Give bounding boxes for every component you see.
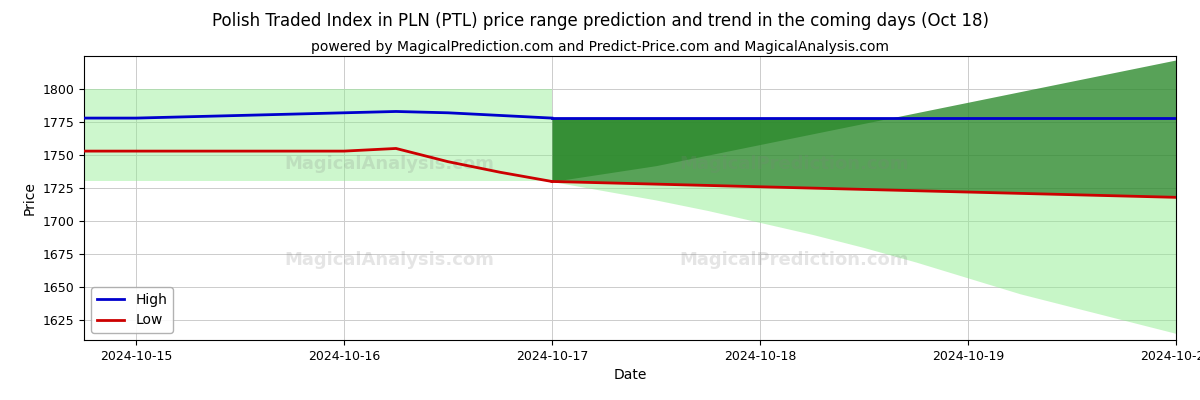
Text: Polish Traded Index in PLN (PTL) price range prediction and trend in the coming : Polish Traded Index in PLN (PTL) price r… [211,12,989,30]
Text: MagicalAnalysis.com: MagicalAnalysis.com [284,252,494,270]
X-axis label: Date: Date [613,368,647,382]
Text: powered by MagicalPrediction.com and Predict-Price.com and MagicalAnalysis.com: powered by MagicalPrediction.com and Pre… [311,40,889,54]
Text: MagicalPrediction.com: MagicalPrediction.com [679,252,908,270]
Legend: High, Low: High, Low [91,287,173,333]
Text: MagicalPrediction.com: MagicalPrediction.com [679,155,908,173]
Y-axis label: Price: Price [23,181,37,215]
Text: MagicalAnalysis.com: MagicalAnalysis.com [284,155,494,173]
